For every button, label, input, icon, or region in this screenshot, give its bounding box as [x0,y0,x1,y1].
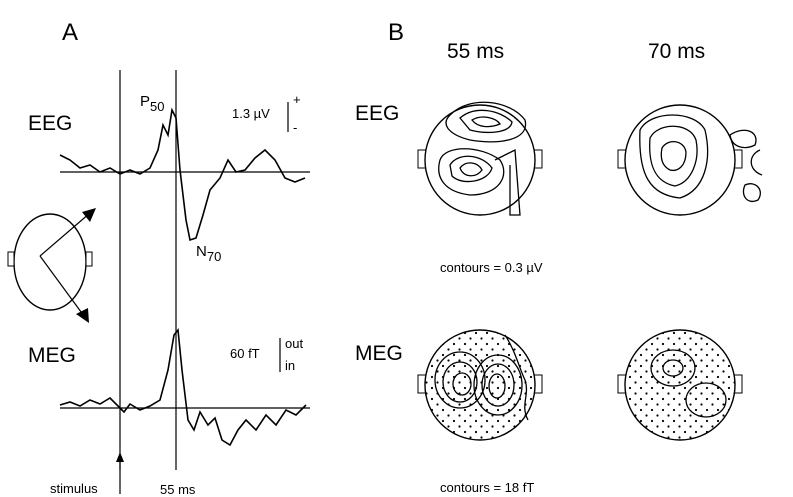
arrow-head [82,208,96,222]
peak-letter: N [196,243,207,260]
arrow-head [116,452,124,462]
stimulus-label: stimulus [50,481,98,496]
eeg-map-55 [418,102,542,215]
panel-label: B [388,19,404,46]
ear [86,252,92,266]
row-label: MEG [355,342,403,365]
scale-down: - [293,120,297,135]
eeg-map-70 [618,105,762,215]
contour-caption: contours = 0.3 µV [440,260,543,275]
latency-label: 55 ms [160,482,196,497]
scale-up: out [285,336,303,351]
row-label: EEG [355,102,399,125]
ear [8,252,14,266]
arrow-head [76,308,89,323]
row-label: EEG [28,112,72,135]
scale-amount: 60 fT [230,346,260,361]
meg-map-55 [418,325,542,445]
peak-letter: P [140,93,150,110]
figure: A EEG MEG P50 N70 1.3 µV + - 60 fT out i… [0,0,793,497]
peak-label: N70 [196,243,221,264]
scale-up: + [293,92,301,107]
head-schematic [14,214,86,310]
scale-down: in [285,358,295,373]
meg-map-70 [618,325,742,445]
peak-label: P50 [140,93,164,114]
peak-subscript: 70 [207,249,221,264]
column-label: 55 ms [447,40,504,63]
peak-subscript: 50 [150,99,164,114]
row-label: MEG [28,344,76,367]
meg-waveform [60,330,306,445]
eeg-waveform [60,110,305,240]
contour-caption: contours = 18 fT [440,480,534,495]
scale-amount: 1.3 µV [232,106,270,121]
panel-label: A [62,19,78,46]
column-label: 70 ms [648,40,705,63]
